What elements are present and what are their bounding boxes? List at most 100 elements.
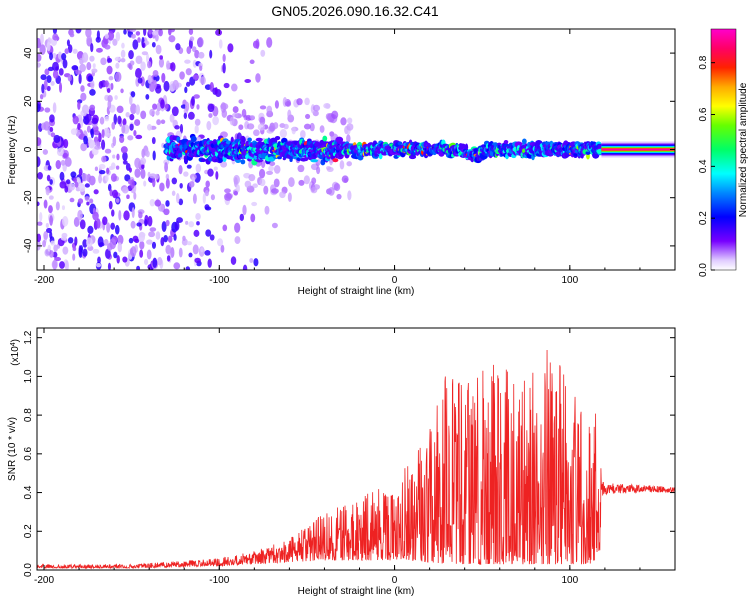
spectrogram-cell: [37, 61, 41, 69]
spectrogram-cell: [238, 99, 244, 104]
spectrogram-cell: [52, 61, 59, 72]
spectrogram-cell: [50, 132, 56, 138]
spectrogram-cell: [151, 30, 158, 36]
spectrogram-cell: [289, 157, 293, 163]
spectrogram-cell: [215, 171, 219, 180]
spectrogram-cell: [59, 171, 65, 181]
spectrogram-cell: [189, 36, 195, 42]
spectrogram-cell: [110, 173, 117, 182]
spectrogram-cell: [163, 208, 170, 216]
spectrogram-cell: [159, 182, 165, 192]
spectrogram-cell: [168, 35, 176, 43]
spectrogram-cell: [53, 134, 61, 144]
spectrogram-cell: [223, 82, 230, 89]
spectrogram-cell: [268, 125, 276, 132]
spectrogram-cell: [178, 247, 183, 258]
spectrogram-cell: [239, 213, 244, 222]
spectrogram-cell: [171, 190, 176, 196]
spectrogram-cell: [132, 39, 139, 50]
spectrogram-cell: [72, 246, 77, 252]
spectrogram-cell: [222, 53, 226, 63]
spectrogram-cell: [128, 167, 132, 173]
spectrogram-cell: [138, 211, 143, 219]
spectrogram-cell: [71, 65, 79, 71]
spectrogram-cell: [153, 79, 157, 89]
spectrogram-cell: [79, 219, 86, 230]
spectrogram-cell: [190, 135, 197, 143]
spectrogram-cell: [156, 102, 162, 112]
spectrogram-cell: [464, 143, 469, 150]
spectrogram-cell: [87, 75, 94, 82]
spectrogram-cell: [106, 65, 113, 75]
spectrogram-cell: [141, 51, 149, 56]
spectrogram-y-tick-label: 40: [23, 47, 34, 59]
spectrogram-cell: [241, 108, 247, 118]
spectrogram-cell: [92, 248, 100, 254]
spectrogram-y-tick-label: -40: [23, 238, 34, 253]
spectrogram-cell: [55, 201, 60, 211]
spectrogram-cell: [186, 46, 192, 55]
spectrogram-cell: [224, 192, 232, 201]
spectrogram-cell: [94, 166, 99, 172]
spectrogram-cell: [130, 220, 136, 229]
spectrogram-cell: [82, 52, 89, 63]
spectrogram-cell: [110, 222, 116, 230]
spectrogram-cell: [171, 177, 178, 185]
spectrogram-cell: [72, 48, 78, 54]
spectrogram-x-tick-label: 0: [392, 275, 398, 286]
spectrogram-cell: [221, 109, 228, 118]
spectrogram-cell: [194, 118, 201, 126]
snr-y-tick-label: 0.2: [23, 524, 34, 538]
spectrogram-cell: [204, 189, 209, 197]
spectrogram-cell: [47, 244, 51, 252]
spectrogram-cell: [112, 189, 118, 199]
spectrogram-cell: [255, 73, 261, 83]
spectrogram-cell: [167, 235, 173, 243]
spectrogram-cell: [106, 222, 111, 233]
spectrogram-cell: [155, 231, 161, 240]
spectrogram-cell: [312, 104, 321, 112]
spectrogram-cell: [174, 221, 180, 231]
spectrogram-cell: [309, 122, 315, 132]
spectrogram-cell: [168, 29, 175, 33]
spectrogram-cell: [45, 227, 53, 234]
spectrogram-cell: [268, 161, 276, 167]
spectrogram-cell: [92, 63, 96, 69]
spectrogram-cell: [50, 80, 55, 86]
spectrogram-cell: [185, 266, 191, 270]
snr-x-tick-label: 0: [392, 575, 398, 586]
spectrogram-cell: [78, 73, 82, 85]
spectrogram-cell: [110, 162, 116, 170]
spectrogram-cell: [234, 236, 241, 245]
spectrogram-cell: [217, 238, 224, 247]
spectrogram-cell: [222, 62, 226, 74]
spectrogram-cell: [77, 209, 83, 221]
spectrogram-cell: [111, 121, 116, 130]
spectrogram-cell: [259, 116, 266, 126]
spectrogram-cell: [115, 62, 120, 69]
spectrogram-cell: [310, 186, 318, 194]
spectrogram-cell: [143, 29, 147, 37]
spectrogram-cell: [283, 123, 289, 130]
spectrogram-cell: [331, 110, 339, 119]
spectrogram-cell: [214, 87, 218, 95]
spectrogram-cell: [119, 135, 125, 144]
spectrogram-cell: [161, 72, 166, 83]
spectrogram-cell: [66, 179, 71, 185]
spectrogram-cell: [49, 52, 53, 61]
spectrogram-cell: [207, 168, 214, 177]
spectrogram-cell: [134, 168, 141, 178]
spectrogram-cell: [44, 68, 50, 76]
spectrogram-cell: [131, 207, 135, 219]
spectrogram-cell: [146, 124, 153, 131]
spectrogram-cell: [101, 139, 106, 151]
spectrogram-cell: [90, 128, 94, 139]
spectrogram-cell: [135, 67, 142, 79]
spectrogram-cell: [91, 117, 99, 125]
spectrogram-cell: [186, 241, 193, 246]
spectrogram-cell: [179, 182, 183, 189]
spectrogram-cell: [346, 161, 352, 167]
spectrogram-cell: [179, 71, 185, 80]
colorbar-tick-label: 0.2: [698, 211, 709, 225]
spectrogram-cell: [152, 177, 156, 188]
